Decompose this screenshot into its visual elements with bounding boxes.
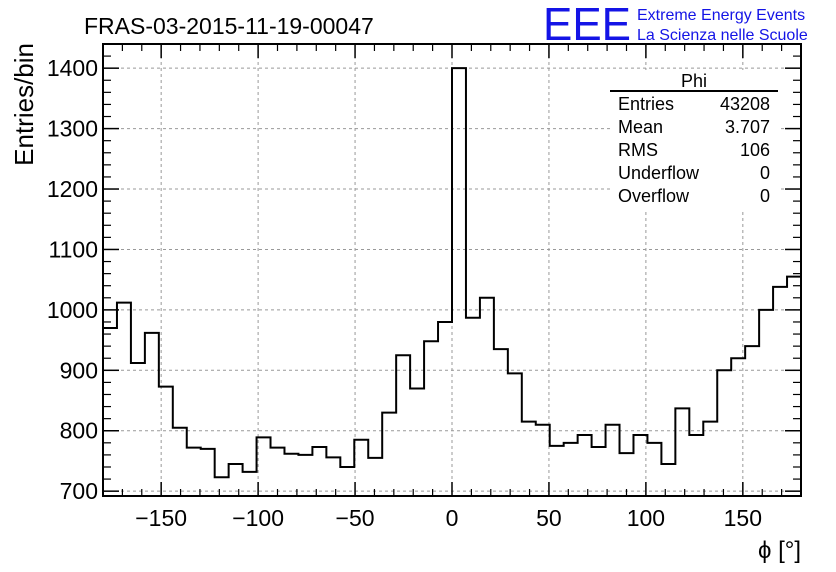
x-tick-label: 150 xyxy=(724,505,762,531)
stats-box-background xyxy=(610,70,778,210)
eee-logo-line1: Extreme Energy Events xyxy=(637,7,805,24)
stats-value: 0 xyxy=(760,186,770,206)
x-tick-label: 0 xyxy=(446,505,459,531)
y-tick-label: 700 xyxy=(60,478,98,504)
y-tick-label: 1100 xyxy=(49,236,98,262)
y-tick-label: 900 xyxy=(60,357,98,383)
x-tick-labels: −150 −100 −50 0 50 100 150 xyxy=(135,505,762,531)
stats-title: Phi xyxy=(681,71,707,91)
stats-label: Overflow xyxy=(618,186,690,206)
histogram-line xyxy=(103,67,801,479)
stats-label: Mean xyxy=(618,117,663,137)
stats-label: Underflow xyxy=(618,163,700,183)
y-tick-label: 1200 xyxy=(47,176,98,202)
x-tick-label: 100 xyxy=(627,505,665,531)
stats-value: 106 xyxy=(740,140,770,160)
x-tick-label: −150 xyxy=(135,505,187,531)
eee-logo-letters: EEE xyxy=(543,0,631,50)
stats-label: Entries xyxy=(618,94,674,114)
x-tick-label: 50 xyxy=(536,505,562,531)
stats-value: 43208 xyxy=(720,94,770,114)
stats-value: 0 xyxy=(760,163,770,183)
y-tick-label: 1000 xyxy=(47,297,98,323)
x-tick-label: −50 xyxy=(336,505,375,531)
run-title: FRAS-03-2015-11-19-00047 xyxy=(84,13,374,39)
y-tick-label: 800 xyxy=(60,418,98,444)
y-axis-title: Entries/bin xyxy=(9,43,39,166)
y-tick-labels: 700 800 900 1000 1100 1200 1300 1400 xyxy=(47,55,98,504)
stats-box: Phi Entries 43208 Mean 3.707 RMS 106 Underflow… xyxy=(610,70,778,210)
stats-label: RMS xyxy=(618,140,658,160)
y-tick-label: 1300 xyxy=(47,116,98,142)
stats-value: 3.707 xyxy=(725,117,770,137)
axis-ticks xyxy=(103,43,801,496)
x-axis-title: ϕ [°] xyxy=(758,537,801,564)
eee-logo: EEE Extreme Energy Events La Scienza nel… xyxy=(543,0,808,50)
x-tick-label: −100 xyxy=(232,505,284,531)
eee-logo-line2: La Scienza nelle Scuole xyxy=(637,27,808,44)
y-tick-label: 1400 xyxy=(47,55,98,81)
